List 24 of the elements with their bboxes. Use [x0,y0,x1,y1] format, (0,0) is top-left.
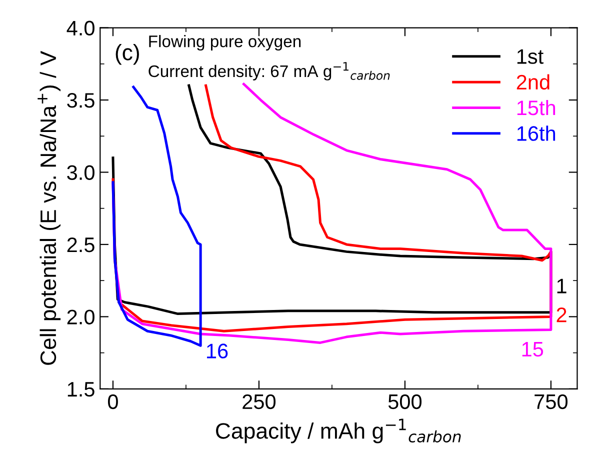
annotation: 2 [556,308,566,322]
y-axis-title: Cell potential (E vs. Na/Na$^{+}$) / V [38,50,61,365]
annotation: Flowing pure oxygen [149,35,301,51]
y-tick-label: 4.0 [66,20,94,36]
y-tick-label: 1.5 [68,382,94,397]
x-tick-label: 500 [388,394,422,410]
x-axis-title: Capacity / mAh g$^{−1}$$_{carbon}$ [216,418,461,444]
y-tick-label: 2.5 [67,237,94,252]
x-tick-label: 0 [108,394,118,410]
legend-label: 2nd [516,74,550,90]
y-tick-label: 3.5 [67,93,94,108]
line-series [112,86,202,347]
annotation: (c) [116,44,139,65]
x-tick-label: 750 [534,394,568,410]
annotation: 16 [207,344,228,358]
y-tick-label: 2.0 [67,310,94,324]
annotation: 1 [557,278,566,294]
x-tick-label: 250 [242,394,276,410]
annotation: Current density: 67 mA g$^{−1}$$_{carbon}$ [148,62,390,80]
legend-label: 16th [517,126,556,141]
legend-label: 15th [517,100,556,116]
y-tick-label: 3.0 [67,165,94,180]
annotation: 15 [522,342,544,357]
legend-label: 1st [517,49,544,64]
